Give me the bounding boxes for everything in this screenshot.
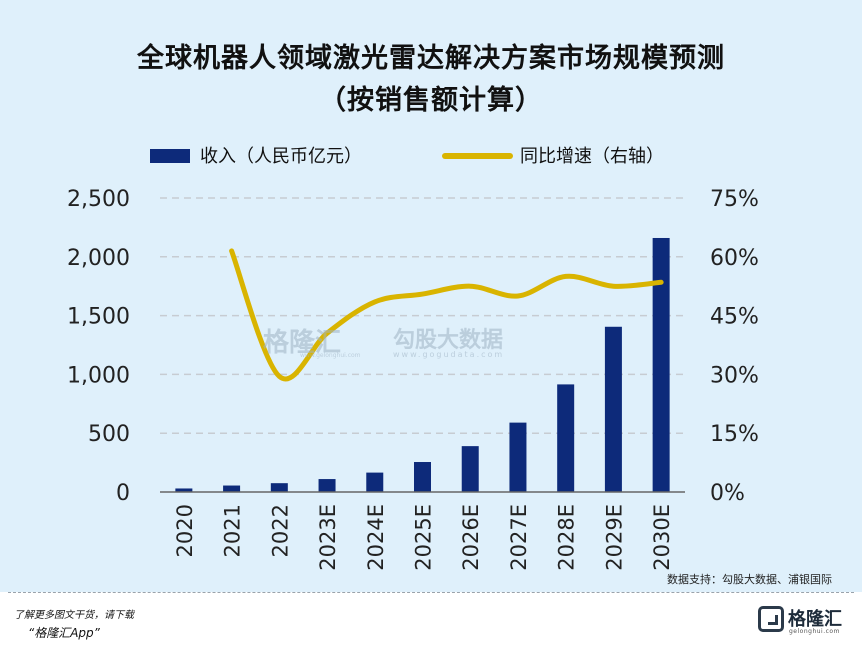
- gridlines: [160, 197, 685, 434]
- x-axis: 2020 2021 2022 2023E 2024E 2025E 2026E 2027E 202…: [160, 491, 685, 571]
- bar-2029E: [604, 326, 622, 492]
- bar-2022: [270, 483, 288, 492]
- logo-name: 格隆汇: [788, 609, 842, 630]
- chart-title: 全球机器人领域激光雷达解决方案市场规模预测: [137, 43, 725, 74]
- legend-label-growth: 同比增速（右轴）: [520, 146, 664, 167]
- y-left-tick-label: 2,500: [67, 187, 130, 212]
- y-left-tick-label: 2,000: [67, 246, 130, 271]
- y-axis-left: 0 500 1,000 1,500 2,000 2,500: [67, 187, 130, 506]
- legend-label-revenue: 收入（人民币亿元）: [200, 146, 362, 167]
- y-right-tick-label: 45%: [710, 305, 759, 330]
- bar-2027E: [509, 422, 527, 492]
- x-tick-label: 2023E: [316, 504, 340, 571]
- bar-2021: [223, 485, 241, 492]
- bar-2030E: [652, 237, 670, 492]
- x-tick-label: 2021: [221, 504, 245, 557]
- x-tick-label: 2026E: [459, 504, 483, 571]
- bar-2026E: [461, 446, 479, 492]
- x-tick-label: 2024E: [364, 504, 388, 571]
- bar-2023E: [318, 479, 336, 492]
- bar-2024E: [366, 472, 384, 492]
- x-tick-label: 2022: [268, 504, 292, 557]
- y-right-tick-label: 60%: [710, 246, 759, 271]
- y-left-tick-label: 0: [116, 481, 130, 506]
- y-right-tick-label: 75%: [710, 187, 759, 212]
- bar-series: [175, 237, 670, 492]
- legend-swatch-revenue: [150, 149, 190, 163]
- line-series: [229, 248, 664, 382]
- y-left-tick-label: 500: [88, 422, 130, 447]
- footer-app-name: “格隆汇App”: [28, 626, 100, 640]
- y-axis-right: 0% 15% 30% 45% 60% 75%: [710, 187, 759, 506]
- bar-2025E: [414, 462, 431, 492]
- bar-2028E: [557, 384, 575, 492]
- chart-subtitle: （按销售额计算）: [319, 85, 543, 116]
- bar-2020: [175, 488, 193, 492]
- growth-line: [229, 248, 664, 382]
- y-right-tick-label: 30%: [710, 363, 759, 388]
- legend: 收入（人民币亿元） 同比增速（右轴）: [150, 146, 664, 167]
- watermark-gelonghui-domain: www.gelonghui.com: [300, 352, 361, 359]
- chart-panel: [0, 0, 862, 592]
- y-left-tick-label: 1,000: [67, 363, 130, 388]
- gelonghui-logo: 格隆汇 gelonghui.com: [758, 604, 844, 638]
- footer-divider: [8, 592, 854, 593]
- chart-svg: 收入（人民币亿元） 同比增速（右轴） 0 500 1,000 1,500 2,000 2,…: [67, 146, 759, 571]
- x-tick-label: 2027E: [507, 504, 531, 571]
- x-tick-label: 2028E: [555, 504, 579, 571]
- logo-mark-icon: [758, 606, 784, 632]
- x-tick-label: 2030E: [650, 504, 674, 571]
- x-tick-label: 2029E: [602, 504, 626, 571]
- source-note: 数据支持：勾股大数据、浦银国际: [667, 573, 832, 586]
- y-left-tick-label: 1,500: [67, 305, 130, 330]
- x-tick-label: 2020: [173, 504, 197, 557]
- watermark-gogudata-domain: www.gogudata.com: [393, 350, 505, 359]
- watermark-gogudata: 勾股大数据: [393, 328, 504, 353]
- logo-domain: gelonghui.com: [789, 628, 840, 635]
- x-tick-label: 2025E: [412, 504, 436, 571]
- y-right-tick-label: 15%: [710, 422, 759, 447]
- footer-download-note: 了解更多图文干货，请下载: [14, 610, 134, 621]
- y-right-tick-label: 0%: [710, 481, 745, 506]
- watermark-gelonghui: 格隆汇: [263, 328, 342, 358]
